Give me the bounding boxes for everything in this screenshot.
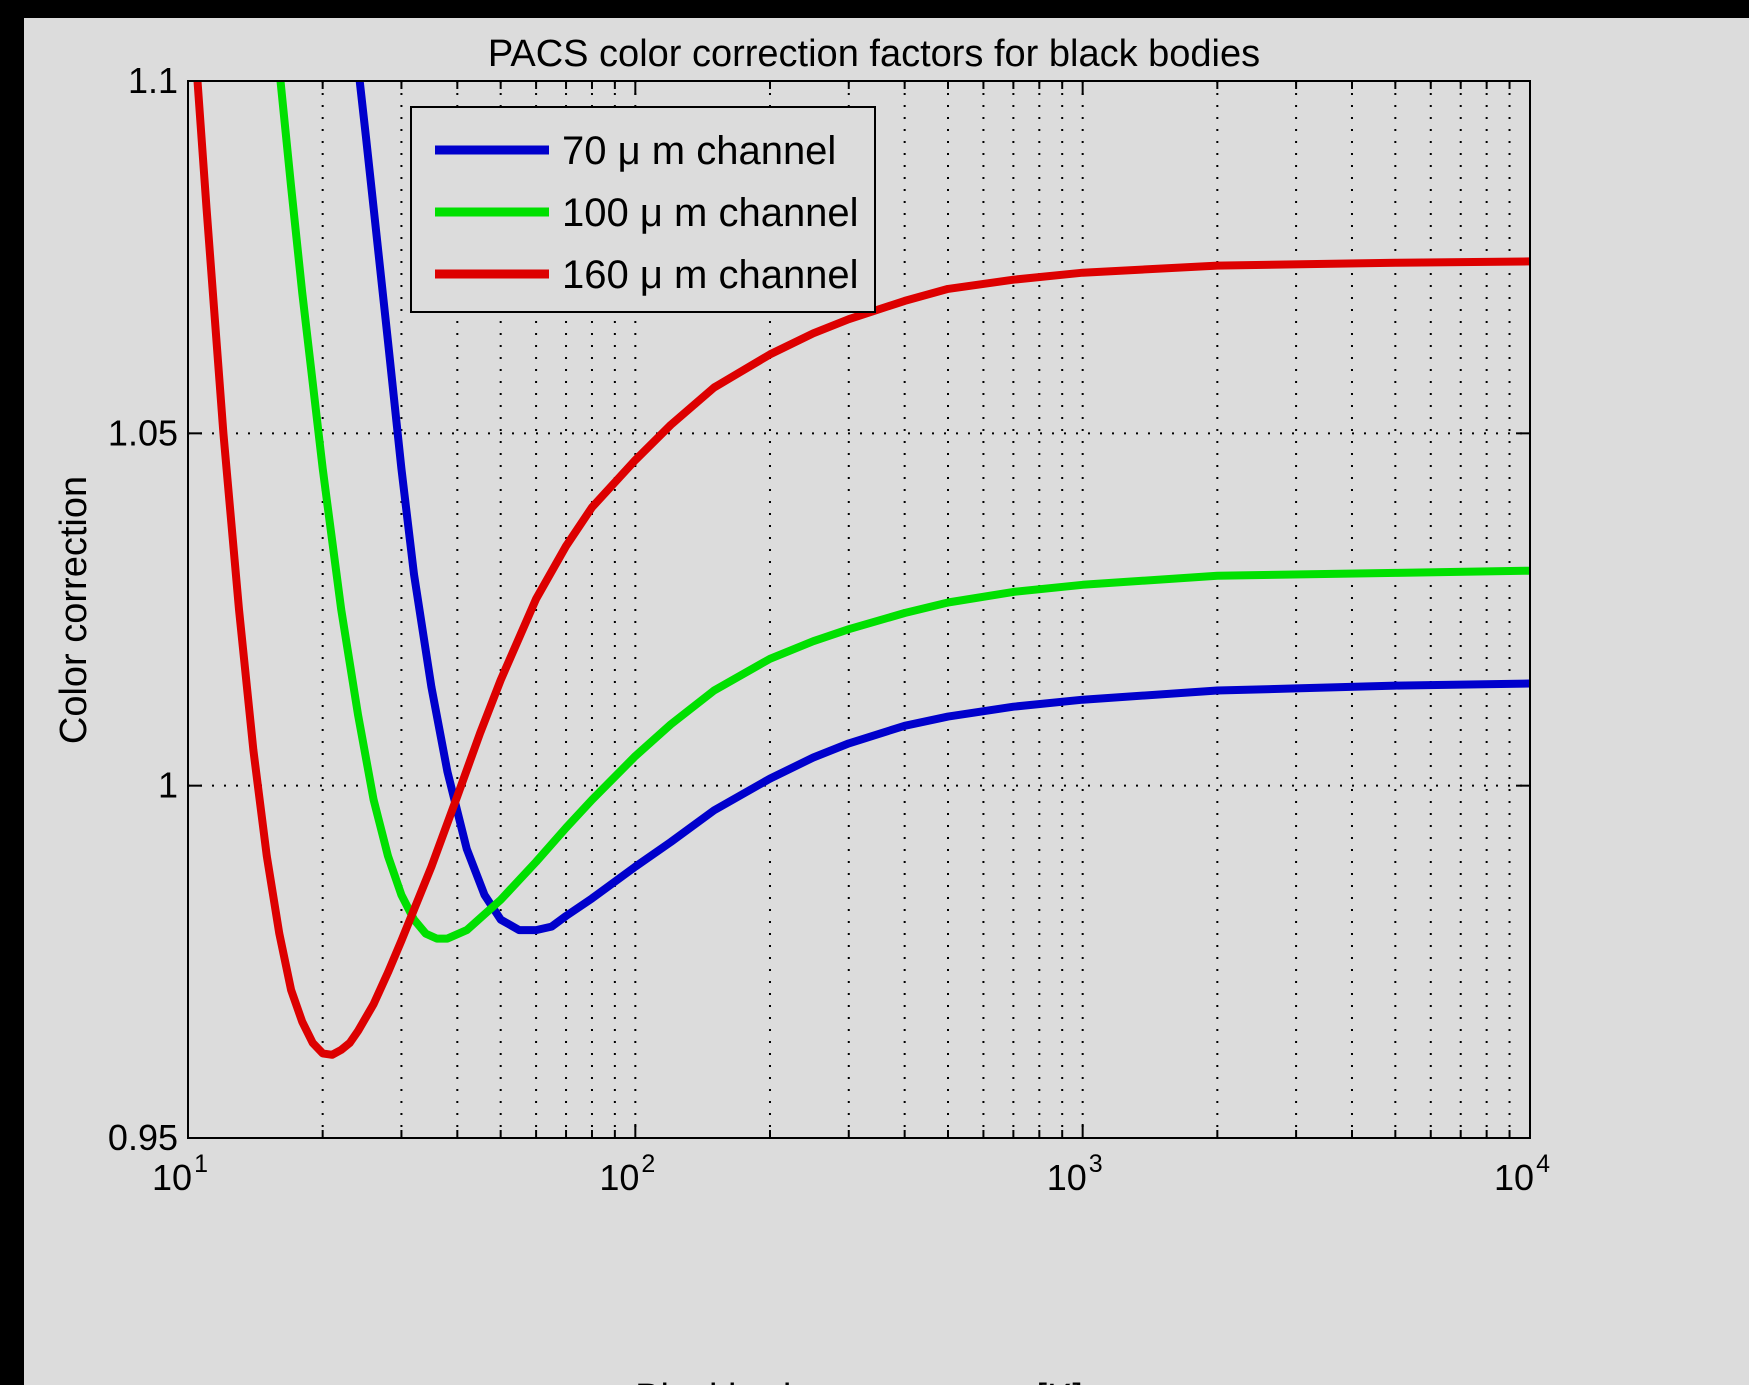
axis-ticks: 0.95 1 1.05 1.1 101 102 103 104: [108, 60, 1550, 1198]
x-tick-label: 102: [599, 1150, 655, 1198]
legend-label-2: 100 μ m channel: [562, 191, 859, 235]
chart-figure: PACS color correction factors for black …: [24, 18, 1749, 1385]
x-axis-label: Blackbody temperature [K]: [635, 1377, 1083, 1385]
series-line-2: [276, 81, 1530, 943]
x-tick-label: 103: [1047, 1150, 1103, 1198]
grid-lines: [188, 81, 1530, 1138]
y-tick-label: 0.95: [108, 1117, 178, 1158]
legend-label-1: 70 μ m channel: [562, 129, 836, 173]
chart-title: PACS color correction factors for black …: [488, 33, 1260, 75]
plot-frame: [187, 80, 1531, 1139]
series-line-3: [193, 81, 1530, 1059]
legend: 70 μ m channel 100 μ m channel 160 μ m cha…: [410, 106, 876, 313]
series-group: [193, 81, 1530, 1059]
y-tick-label: 1.1: [128, 60, 178, 101]
x-tick-label: 104: [1494, 1150, 1550, 1198]
y-axis-label: Color correction: [53, 476, 95, 744]
line-chart: PACS color correction factors for black …: [53, 33, 1550, 1385]
y-tick-label: 1: [158, 765, 178, 806]
series-line-1: [355, 81, 1530, 935]
y-tick-label: 1.05: [108, 412, 178, 453]
legend-label-3: 160 μ m channel: [562, 253, 859, 297]
x-tick-label: 101: [152, 1150, 208, 1198]
